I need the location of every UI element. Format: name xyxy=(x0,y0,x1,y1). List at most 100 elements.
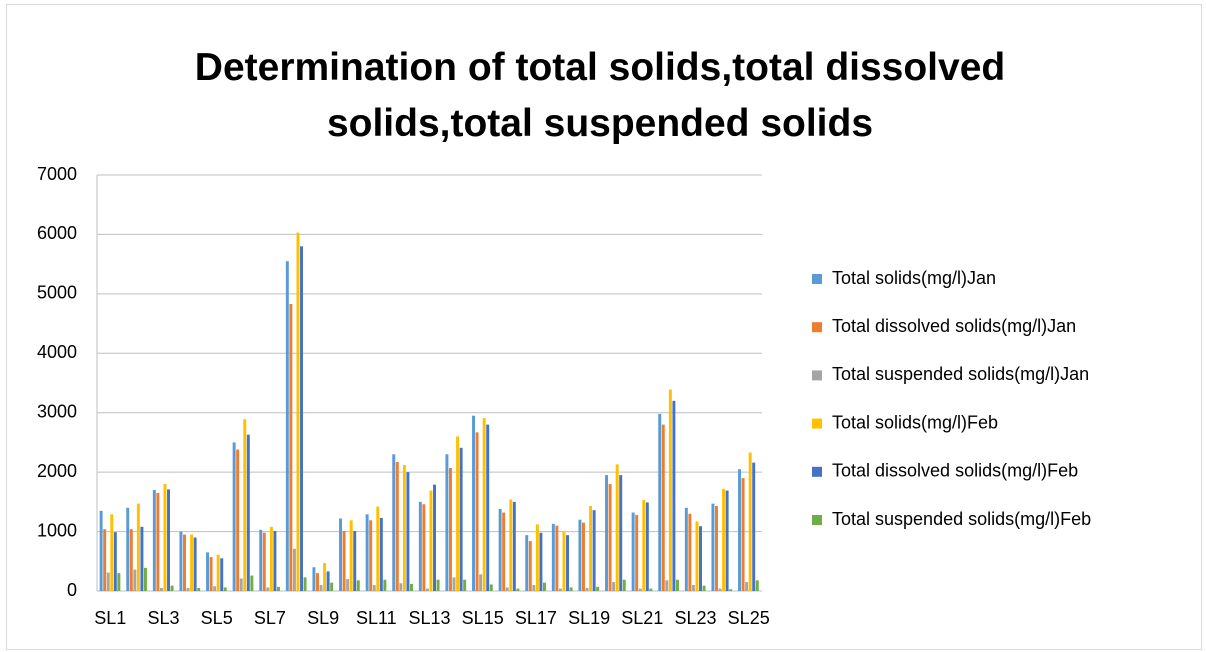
bar xyxy=(433,484,436,591)
bar xyxy=(365,514,369,591)
bar xyxy=(551,523,555,591)
bar xyxy=(356,580,360,591)
bar xyxy=(330,582,334,591)
legend-label: Total solids(mg/l)Jan xyxy=(832,268,996,288)
bar xyxy=(349,520,353,591)
bar xyxy=(702,585,706,591)
bar xyxy=(622,579,626,591)
bar xyxy=(539,532,543,591)
bar xyxy=(425,588,429,591)
x-tick-label: SL13 xyxy=(408,608,450,628)
bar xyxy=(129,529,133,591)
x-tick-label: SL7 xyxy=(254,608,286,628)
bar xyxy=(246,434,250,591)
bar xyxy=(449,467,452,591)
bar xyxy=(535,524,539,591)
x-tick-label: SL9 xyxy=(307,608,339,628)
bar xyxy=(285,261,289,591)
x-tick-label: SL25 xyxy=(728,608,770,628)
bar xyxy=(456,436,460,591)
bar xyxy=(312,567,316,591)
x-tick-label: SL15 xyxy=(462,608,504,628)
bar xyxy=(339,518,343,591)
bar xyxy=(269,526,273,591)
bar xyxy=(642,500,646,591)
bar xyxy=(525,535,529,591)
bar xyxy=(143,567,147,591)
bar xyxy=(612,582,616,591)
bar xyxy=(140,526,144,591)
bar xyxy=(729,589,733,591)
bar xyxy=(136,503,140,591)
bar xyxy=(645,502,649,591)
legend-label: Total dissolved solids(mg/l)Jan xyxy=(832,316,1076,336)
bar xyxy=(482,418,486,591)
bar xyxy=(516,588,520,591)
bar xyxy=(475,432,479,591)
bar xyxy=(326,571,330,591)
bar xyxy=(167,489,170,591)
bar xyxy=(558,588,562,591)
bar xyxy=(243,419,247,591)
bar xyxy=(110,514,114,591)
bar xyxy=(631,512,635,591)
x-tick-label: SL17 xyxy=(515,608,557,628)
bar xyxy=(103,529,107,591)
bar xyxy=(463,579,467,591)
x-tick-label: SL5 xyxy=(201,608,233,628)
bar xyxy=(300,246,303,592)
bar xyxy=(250,575,254,591)
bar xyxy=(566,535,569,591)
bar xyxy=(156,492,160,591)
bar xyxy=(179,531,183,591)
bar xyxy=(216,554,220,591)
bar xyxy=(276,586,280,591)
bar xyxy=(353,530,357,591)
bar xyxy=(542,582,546,591)
bar xyxy=(528,541,532,591)
bar xyxy=(752,462,756,591)
bar xyxy=(436,579,440,591)
bar xyxy=(236,449,240,591)
bar xyxy=(289,303,293,591)
bar xyxy=(695,521,699,591)
bar xyxy=(273,530,277,591)
x-tick-label: SL1 xyxy=(94,608,126,628)
bar xyxy=(323,563,327,591)
bar xyxy=(392,454,396,591)
bar xyxy=(402,465,406,591)
bar xyxy=(239,578,243,591)
bar xyxy=(665,580,669,591)
bar xyxy=(592,510,596,591)
bar xyxy=(262,532,266,591)
legend-label: Total suspended solids(mg/l)Jan xyxy=(832,364,1089,384)
y-tick-label: 6000 xyxy=(37,223,77,243)
bar xyxy=(745,582,749,591)
bar xyxy=(106,572,110,591)
bar xyxy=(452,577,456,591)
bar xyxy=(562,531,566,591)
bar xyxy=(589,506,593,591)
bar xyxy=(578,519,582,591)
bar xyxy=(512,501,516,591)
bar xyxy=(684,507,688,591)
bar xyxy=(117,573,121,591)
chart-frame xyxy=(6,4,1202,650)
bar xyxy=(509,499,513,591)
bar xyxy=(183,534,186,591)
bar xyxy=(635,514,639,591)
legend-swatch xyxy=(812,418,822,429)
bar xyxy=(383,579,387,591)
bar xyxy=(486,424,490,591)
y-tick-label: 3000 xyxy=(37,401,77,421)
bar xyxy=(638,588,642,591)
bar xyxy=(748,452,752,591)
x-tick-label: SL3 xyxy=(147,608,179,628)
bar xyxy=(186,588,190,591)
bar xyxy=(399,583,403,591)
legend-swatch xyxy=(812,466,822,477)
y-tick-label: 1000 xyxy=(37,520,77,540)
bar xyxy=(699,526,702,591)
bar xyxy=(303,577,307,591)
